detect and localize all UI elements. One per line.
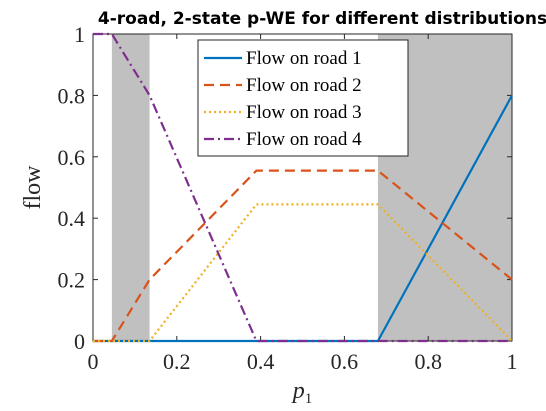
x-tick-label: 0.8 [414,349,442,374]
legend-box [197,39,409,157]
x-tick-label: 1 [507,349,518,374]
y-tick-label: 0.2 [58,268,86,293]
x-tick-label: 0 [88,349,99,374]
x-tick-label: 0.4 [247,349,275,374]
y-tick-label: 0.6 [58,145,86,170]
series-lines [93,32,513,343]
legend-label-road-3: Flow on road 3 [246,102,362,123]
y-tick-label: 1 [74,22,85,47]
legend-label-road-4: Flow on road 4 [246,129,362,150]
legend: Flow on road 1 Flow on road 2 Flow on road… [197,39,409,157]
series-line-road-4 [93,32,512,343]
x-axis-label: p1 [291,378,313,407]
y-axis-label: flow [20,165,46,210]
x-tick-label: 0.2 [163,349,191,374]
legend-label-road-2: Flow on road 2 [246,75,362,96]
tick-labels: 0 0.2 0.4 0.6 0.8 1 0 0.2 0.4 0.6 0.8 1 [58,22,518,374]
chart-title: 4-road, 2-state p-WE for different distr… [98,9,546,29]
y-tick-label: 0 [74,329,85,354]
series-line-road-3 [93,203,513,343]
y-tick-label: 0.4 [58,206,86,231]
x-axis-label-subscript: 1 [305,391,313,407]
series-line-road-2 [93,169,513,343]
x-tick-label: 0.6 [331,349,359,374]
y-tick-label: 0.8 [58,83,86,108]
x-axis-label-main: p [291,378,305,404]
legend-label-road-1: Flow on road 1 [246,48,362,69]
shaded-region-1 [111,34,150,341]
